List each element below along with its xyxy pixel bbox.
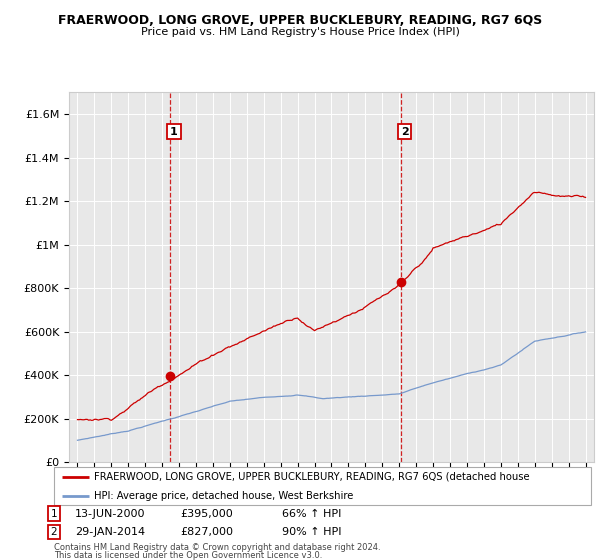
Text: 2: 2 — [50, 527, 58, 537]
Text: £827,000: £827,000 — [180, 527, 233, 537]
Text: 29-JAN-2014: 29-JAN-2014 — [75, 527, 145, 537]
Text: 90% ↑ HPI: 90% ↑ HPI — [282, 527, 341, 537]
Text: 66% ↑ HPI: 66% ↑ HPI — [282, 508, 341, 519]
Text: This data is licensed under the Open Government Licence v3.0.: This data is licensed under the Open Gov… — [54, 551, 322, 560]
Text: Price paid vs. HM Land Registry's House Price Index (HPI): Price paid vs. HM Land Registry's House … — [140, 27, 460, 37]
Text: £395,000: £395,000 — [180, 508, 233, 519]
Text: Contains HM Land Registry data © Crown copyright and database right 2024.: Contains HM Land Registry data © Crown c… — [54, 543, 380, 552]
FancyBboxPatch shape — [54, 467, 591, 505]
Text: 1: 1 — [170, 127, 178, 137]
Text: 2: 2 — [401, 127, 409, 137]
Text: 13-JUN-2000: 13-JUN-2000 — [75, 508, 146, 519]
Text: FRAERWOOD, LONG GROVE, UPPER BUCKLEBURY, READING, RG7 6QS: FRAERWOOD, LONG GROVE, UPPER BUCKLEBURY,… — [58, 14, 542, 27]
Text: HPI: Average price, detached house, West Berkshire: HPI: Average price, detached house, West… — [94, 491, 353, 501]
Text: FRAERWOOD, LONG GROVE, UPPER BUCKLEBURY, READING, RG7 6QS (detached house: FRAERWOOD, LONG GROVE, UPPER BUCKLEBURY,… — [94, 472, 530, 482]
Text: 1: 1 — [50, 508, 58, 519]
